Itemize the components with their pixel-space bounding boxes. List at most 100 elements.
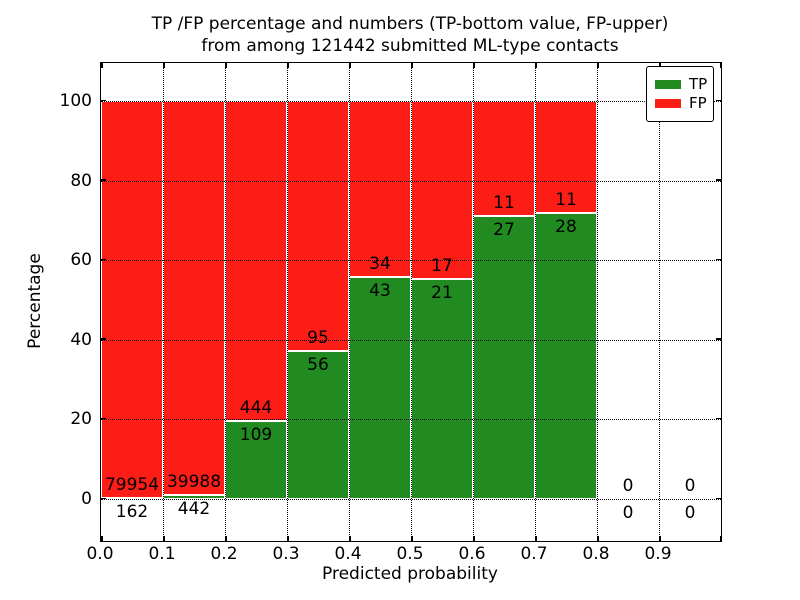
x-tick-mark — [287, 63, 289, 68]
y-tick-mark — [101, 417, 106, 420]
tp-count-label: 442 — [177, 498, 211, 519]
x-axis-label: Predicted probability — [322, 564, 498, 584]
fp-count-label: 39988 — [166, 471, 222, 492]
tp-count-label: 0 — [622, 503, 634, 523]
fp-count-label: 0 — [684, 476, 696, 496]
horizontal-gridline — [101, 260, 721, 262]
horizontal-gridline — [101, 101, 721, 102]
bar-segment-tp — [287, 351, 349, 499]
chart-title-line2: from among 121442 submitted ML-type cont… — [201, 36, 619, 56]
bar-segment-fp — [287, 101, 349, 352]
bar-segment-fp — [411, 101, 473, 280]
fp-count-label: 11 — [493, 193, 515, 214]
x-tick-label: 0.0 — [86, 544, 114, 564]
x-tick-label: 0.6 — [458, 544, 486, 564]
bar-segment-tp — [349, 276, 411, 499]
fp-count-label: 95 — [307, 328, 329, 349]
y-tick-mark — [716, 417, 721, 420]
x-tick-mark — [473, 63, 475, 68]
x-tick-mark — [225, 536, 227, 541]
x-tick-label: 0.8 — [582, 544, 610, 564]
vertical-gridline — [224, 63, 226, 541]
x-tick-mark — [597, 536, 599, 541]
x-tick-label: 0.1 — [148, 544, 176, 564]
bar-segment-fp — [101, 101, 163, 499]
tp-count-label: 0 — [684, 503, 696, 523]
x-tick-mark — [597, 63, 599, 68]
horizontal-gridline — [101, 339, 721, 341]
y-tick-label: 60 — [70, 250, 92, 271]
tp-count-label: 27 — [493, 220, 515, 241]
x-tick-mark — [535, 536, 537, 541]
y-tick-mark — [716, 258, 721, 261]
y-tick-label: 100 — [59, 91, 92, 111]
x-tick-label: 0.7 — [520, 544, 548, 564]
fp-color-swatch — [655, 99, 681, 108]
bar-segment-fp — [163, 101, 225, 495]
y-tick-label: 0 — [81, 489, 92, 509]
x-tick-mark — [659, 536, 661, 541]
horizontal-gridline — [101, 419, 721, 421]
x-tick-label: 0.3 — [272, 544, 300, 564]
horizontal-gridline — [101, 180, 721, 182]
x-tick-mark — [719, 536, 721, 541]
y-tick-label: 40 — [70, 329, 92, 350]
x-tick-label: 0.2 — [210, 544, 238, 564]
tp-count-label: 162 — [115, 502, 149, 523]
x-tick-mark — [535, 63, 537, 68]
x-tick-mark — [719, 63, 721, 68]
x-tick-mark — [287, 536, 289, 541]
fp-count-label: 34 — [369, 253, 391, 274]
fp-count-label: 11 — [555, 190, 577, 211]
horizontal-gridline — [101, 499, 721, 500]
vertical-gridline — [472, 63, 474, 541]
fp-count-label: 0 — [622, 476, 634, 496]
bar-segment-tp — [411, 279, 473, 499]
chart-title: TP /FP percentage and numbers (TP-bottom… — [100, 13, 720, 57]
x-tick-mark — [411, 63, 413, 68]
bar-segment-fp — [473, 101, 535, 217]
legend: TP FP — [646, 66, 714, 122]
y-tick-mark — [101, 258, 106, 261]
legend-entry-tp: TP — [655, 76, 713, 93]
tp-count-label: 56 — [307, 355, 329, 376]
x-tick-label: 0.5 — [396, 544, 424, 564]
y-tick-mark — [716, 338, 721, 340]
vertical-gridline — [162, 63, 164, 541]
tp-count-label: 43 — [369, 280, 391, 301]
legend-entry-fp: FP — [655, 95, 713, 112]
x-tick-mark — [349, 536, 351, 541]
x-tick-mark — [473, 536, 475, 541]
x-tick-label: 0.9 — [644, 544, 672, 564]
y-tick-mark — [101, 179, 106, 181]
vertical-gridline — [286, 63, 288, 541]
tp-count-label: 21 — [431, 283, 453, 304]
bar-segment-fp — [349, 101, 411, 277]
y-tick-mark — [716, 99, 721, 101]
y-tick-label: 20 — [70, 409, 92, 430]
y-tick-mark — [716, 179, 721, 181]
fp-count-label: 79954 — [104, 475, 160, 496]
vertical-gridline — [596, 63, 598, 541]
y-tick-label: 80 — [70, 170, 92, 191]
x-tick-mark — [411, 536, 413, 541]
x-tick-mark — [225, 63, 227, 68]
vertical-gridline — [348, 63, 350, 541]
bar-segment-tp — [473, 216, 535, 499]
x-tick-mark — [659, 63, 661, 68]
x-tick-mark — [163, 536, 165, 541]
y-tick-mark — [101, 99, 106, 101]
y-tick-mark — [101, 338, 106, 340]
y-tick-mark — [101, 497, 106, 499]
tp-color-swatch — [655, 80, 681, 89]
bar-segment-tp — [535, 213, 597, 499]
x-tick-mark — [101, 63, 103, 68]
fp-count-label: 17 — [431, 256, 453, 277]
tp-count-label: 28 — [555, 217, 577, 238]
chart-title-line1: TP /FP percentage and numbers (TP-bottom… — [151, 14, 669, 34]
vertical-gridline — [410, 63, 412, 541]
x-tick-label: 0.4 — [334, 544, 362, 564]
vertical-gridline — [658, 63, 660, 541]
vertical-gridline — [534, 63, 536, 541]
